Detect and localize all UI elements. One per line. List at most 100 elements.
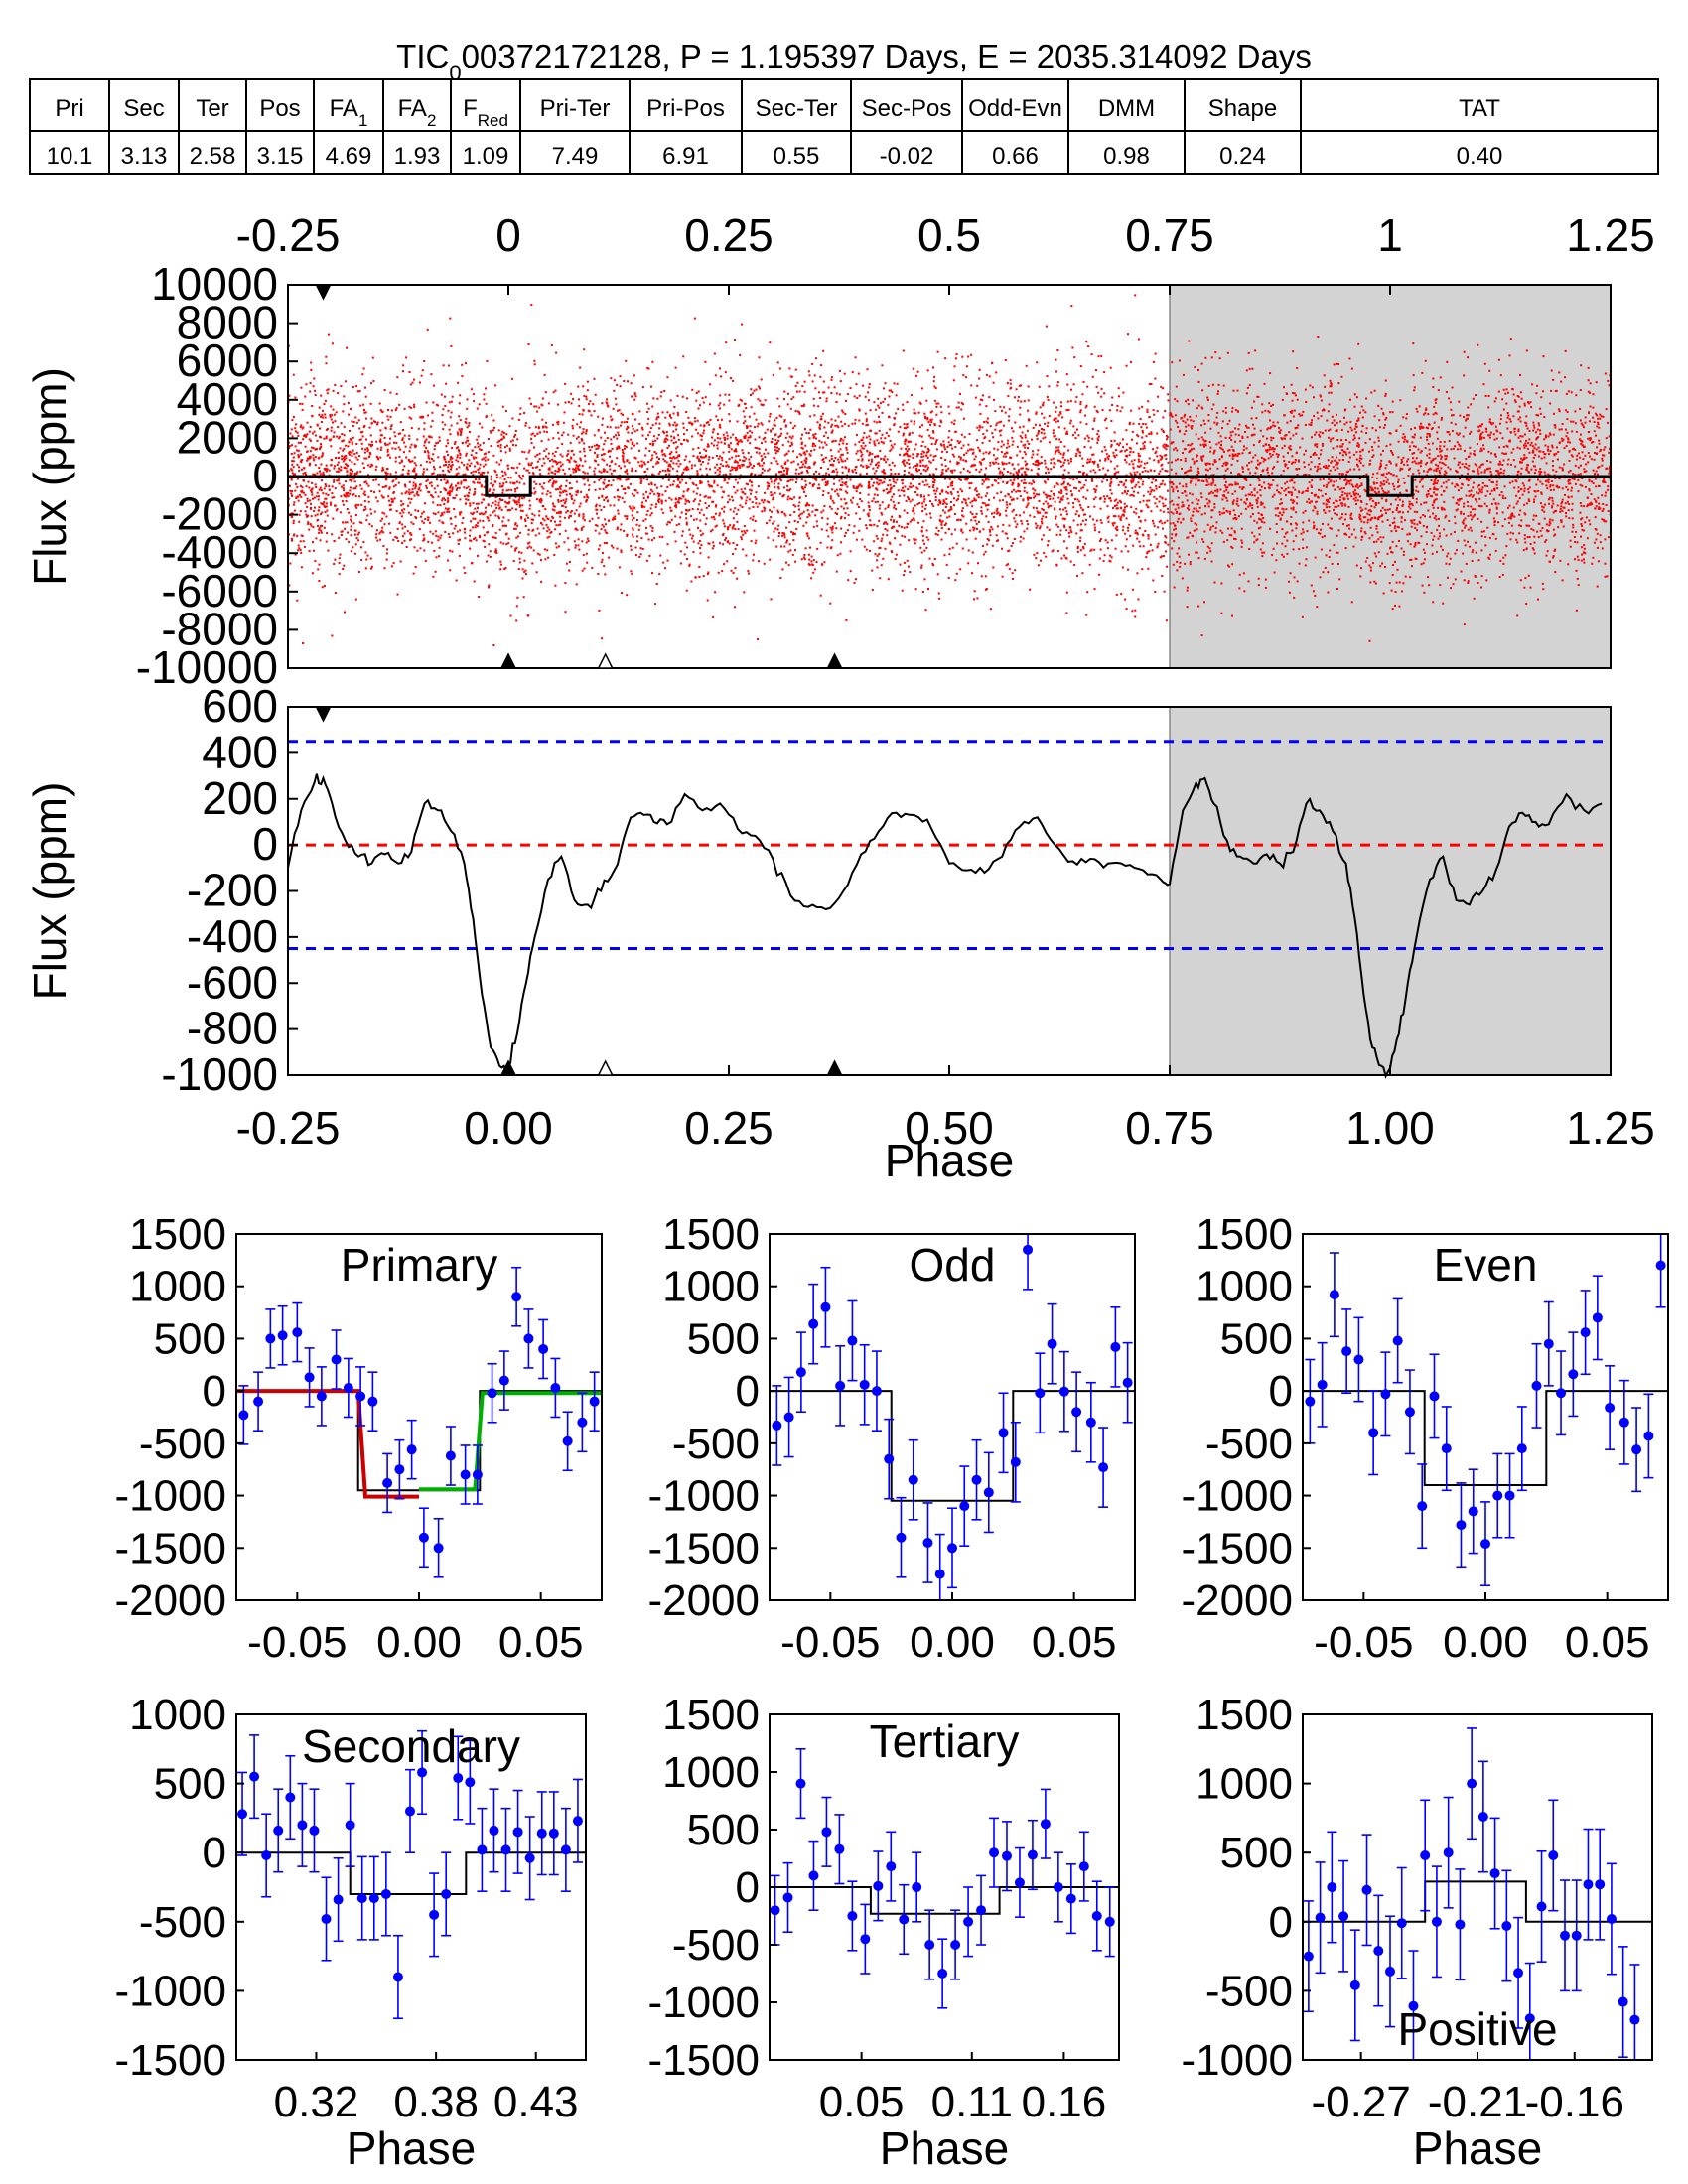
raw-point — [451, 447, 454, 449]
raw-point — [948, 515, 951, 518]
raw-point — [904, 485, 907, 488]
raw-point — [323, 403, 326, 405]
raw-point — [1137, 452, 1140, 455]
raw-point — [1433, 469, 1436, 472]
raw-point — [1152, 519, 1154, 522]
raw-point — [1380, 473, 1383, 476]
raw-point — [367, 464, 370, 467]
raw-point — [1298, 548, 1301, 551]
raw-point — [821, 412, 824, 415]
raw-point — [1402, 550, 1405, 553]
raw-point — [718, 514, 721, 517]
raw-point — [362, 492, 365, 495]
raw-point — [389, 531, 392, 534]
raw-point — [413, 406, 416, 408]
raw-point — [1334, 505, 1336, 508]
raw-point — [593, 434, 596, 437]
raw-point — [666, 434, 669, 437]
raw-point — [873, 493, 876, 496]
raw-point — [1284, 482, 1287, 485]
raw-point — [645, 490, 648, 493]
raw-point — [1536, 530, 1539, 533]
raw-point — [1377, 439, 1380, 442]
raw-point — [370, 417, 373, 420]
raw-point — [781, 532, 784, 534]
raw-point — [292, 456, 295, 459]
raw-point — [807, 553, 810, 556]
raw-point — [890, 468, 893, 471]
raw-point — [1170, 414, 1173, 417]
raw-point — [505, 532, 508, 535]
raw-point — [1346, 492, 1349, 495]
raw-point — [325, 362, 328, 365]
raw-point — [953, 423, 956, 425]
raw-point — [929, 419, 932, 422]
raw-point — [1192, 477, 1195, 479]
raw-point — [1370, 489, 1373, 492]
raw-point — [1393, 488, 1396, 491]
raw-point — [881, 501, 884, 504]
raw-point — [1427, 492, 1430, 495]
raw-point — [1518, 524, 1521, 527]
raw-point — [778, 492, 781, 495]
raw-point — [1278, 430, 1281, 433]
raw-point — [1211, 525, 1214, 528]
raw-point — [554, 473, 557, 475]
raw-point — [1544, 540, 1546, 543]
raw-point — [1353, 468, 1356, 471]
raw-point — [570, 494, 573, 497]
raw-point — [960, 402, 963, 404]
raw-point — [1257, 478, 1260, 480]
raw-point — [895, 394, 898, 397]
raw-point — [1531, 460, 1534, 463]
raw-point — [719, 470, 722, 473]
raw-point — [1533, 472, 1536, 475]
raw-point — [321, 455, 323, 458]
raw-point — [1430, 479, 1433, 481]
raw-point — [1452, 414, 1455, 417]
raw-point — [289, 489, 292, 492]
raw-point — [1144, 470, 1147, 473]
raw-point — [545, 426, 548, 429]
raw-point — [579, 450, 582, 453]
raw-point — [1364, 532, 1367, 535]
raw-point — [389, 437, 391, 440]
raw-point — [1349, 479, 1352, 482]
raw-point — [1213, 459, 1216, 462]
raw-point — [1179, 561, 1182, 564]
raw-point — [1271, 448, 1273, 451]
raw-point — [1448, 519, 1451, 522]
raw-point — [304, 510, 307, 513]
raw-point — [1524, 421, 1527, 424]
raw-point — [364, 448, 367, 451]
raw-point — [783, 398, 785, 401]
raw-point — [1196, 455, 1197, 458]
raw-point — [1177, 426, 1180, 428]
raw-point — [557, 470, 560, 473]
raw-point — [1581, 553, 1583, 556]
raw-point — [585, 493, 588, 496]
raw-point — [991, 544, 994, 547]
raw-point — [581, 432, 583, 435]
raw-point — [1514, 433, 1517, 436]
raw-point — [1260, 474, 1262, 476]
raw-point — [408, 460, 411, 463]
raw-point — [632, 505, 634, 508]
raw-point — [1424, 447, 1427, 449]
raw-point — [1132, 422, 1135, 425]
raw-point — [513, 527, 515, 530]
raw-point — [518, 557, 521, 560]
raw-point — [1591, 441, 1594, 444]
raw-point — [562, 431, 565, 434]
raw-point — [1230, 434, 1233, 437]
raw-point — [1447, 431, 1450, 434]
raw-point — [749, 488, 752, 491]
raw-point — [1284, 532, 1287, 535]
raw-point — [1415, 497, 1418, 500]
raw-point — [1021, 431, 1024, 434]
raw-point — [1070, 460, 1072, 463]
raw-point — [441, 499, 444, 502]
raw-point — [1190, 517, 1193, 520]
raw-point — [488, 519, 491, 522]
raw-point — [302, 426, 305, 429]
